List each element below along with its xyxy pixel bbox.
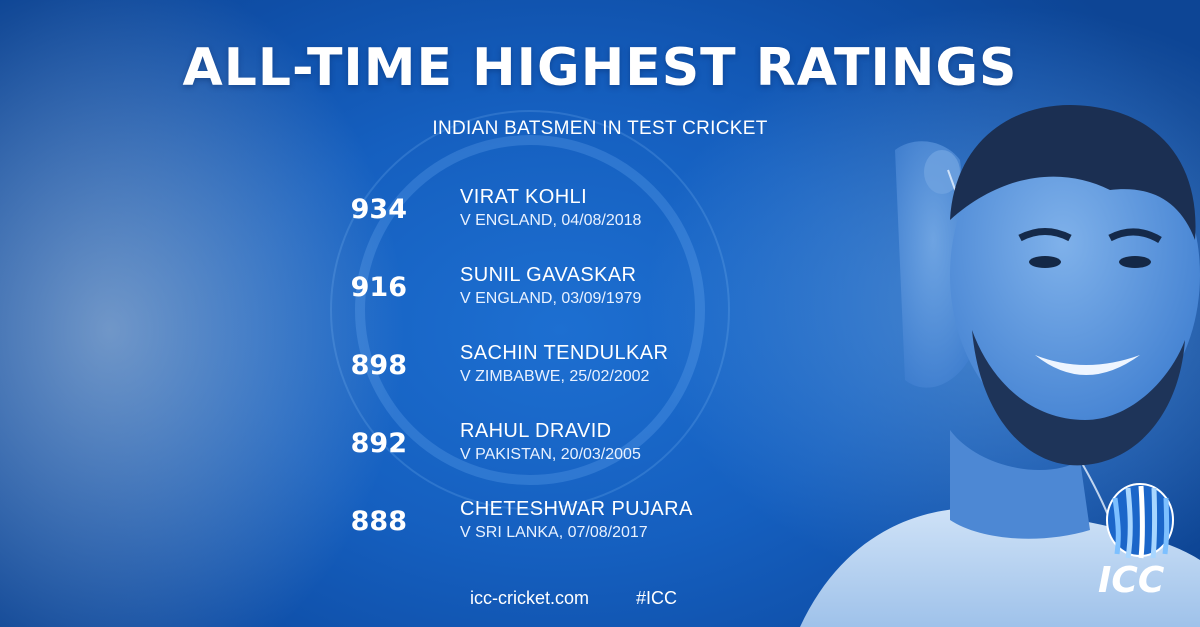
decorative-ring-outer bbox=[330, 110, 730, 510]
player-name: CHETESHWAR PUJARA bbox=[460, 498, 693, 520]
icc-globe-logo-icon bbox=[1106, 483, 1174, 559]
decorative-ring bbox=[355, 135, 705, 485]
website-link[interactable]: icc-cricket.com bbox=[470, 588, 590, 608]
rating-row: 898 SACHIN TENDULKAR V ZIMBABWE, 25/02/2… bbox=[0, 338, 1200, 398]
match-detail: V ENGLAND, 04/08/2018 bbox=[460, 212, 642, 229]
hashtag-text: #ICC bbox=[636, 588, 678, 608]
player-photo bbox=[800, 104, 1200, 627]
rating-row: 888 CHETESHWAR PUJARA V SRI LANKA, 07/08… bbox=[0, 494, 1200, 554]
rating-value: 888 bbox=[350, 506, 407, 537]
icc-logo-text: ICC bbox=[1098, 560, 1165, 601]
player-name: VIRAT KOHLI bbox=[460, 186, 588, 208]
rating-row: 934 VIRAT KOHLI V ENGLAND, 04/08/2018 bbox=[0, 182, 1200, 242]
player-name: SUNIL GAVASKAR bbox=[460, 264, 637, 286]
page-subtitle: INDIAN BATSMEN IN TEST CRICKET bbox=[432, 118, 768, 139]
match-detail: V SRI LANKA, 07/08/2017 bbox=[460, 524, 648, 541]
rating-row: 892 RAHUL DRAVID V PAKISTAN, 20/03/2005 bbox=[0, 416, 1200, 476]
page-title: ALL-TIME HIGHEST RATINGS bbox=[182, 38, 1018, 98]
player-name: SACHIN TENDULKAR bbox=[460, 342, 669, 364]
rating-value: 916 bbox=[350, 272, 407, 303]
match-detail: V ZIMBABWE, 25/02/2002 bbox=[460, 368, 650, 385]
match-detail: V ENGLAND, 03/09/1979 bbox=[460, 290, 642, 307]
rating-row: 916 SUNIL GAVASKAR V ENGLAND, 03/09/1979 bbox=[0, 260, 1200, 320]
match-detail: V PAKISTAN, 20/03/2005 bbox=[460, 446, 641, 463]
rating-value: 892 bbox=[350, 428, 407, 459]
rating-value: 934 bbox=[350, 194, 407, 225]
rating-value: 898 bbox=[350, 350, 407, 381]
player-name: RAHUL DRAVID bbox=[460, 420, 612, 442]
